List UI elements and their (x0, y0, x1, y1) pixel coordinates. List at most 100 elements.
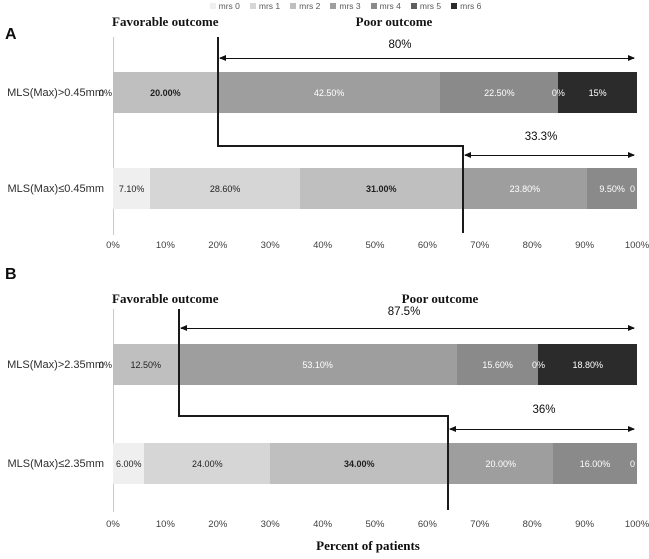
legend-swatch-mrs-4-icon (370, 3, 377, 9)
legend-item: mrs 1 (249, 1, 281, 11)
panel-letter-b: B (5, 266, 17, 283)
x-tick-label: 10% (155, 240, 175, 251)
bar-segment: 9.50% (587, 168, 637, 209)
outcome-divider-vertical-2 (447, 415, 450, 510)
bar-segment-label: 22.50% (484, 87, 515, 98)
x-tick-label: 40% (313, 240, 333, 251)
bar-segment: 15.60% (456, 344, 539, 385)
bar-segment-label: 20.00% (485, 458, 516, 469)
range-arrow (218, 54, 636, 61)
x-tick-label: 20% (208, 240, 228, 251)
bar-segment-label: 31.00% (366, 183, 397, 194)
bar-segment: 53.10% (178, 344, 457, 385)
x-tick-label: 90% (575, 240, 595, 251)
row-label: MLS(Max)>0.45mm (7, 86, 104, 99)
stacked-bar: 12.50% 53.10% 15.60% 18.80% (113, 344, 637, 385)
row-label: MLS(Max)≤0.45mm (7, 182, 105, 195)
bar-segment: 16.00% (553, 443, 637, 484)
bar-segment: 15% (558, 72, 637, 113)
stacked-bar: 20.00% 42.50% 22.50% 15% (113, 72, 637, 113)
legend-item: mrs 6 (451, 1, 481, 11)
legend-item: mrs 5 (410, 1, 442, 11)
x-tick-label: 40% (313, 519, 333, 530)
x-axis-title: Percent of patients (316, 538, 420, 553)
bar-segment-label: 34.00% (344, 458, 375, 469)
range-arrow (463, 151, 636, 158)
bar-segment: 20.00% (448, 443, 554, 484)
legend-swatch-mrs-1-icon (249, 3, 256, 9)
bar-segment-label: 20.00% (150, 87, 181, 98)
legend-item-label: mrs 1 (258, 1, 281, 11)
x-tick-label: 10% (155, 519, 175, 530)
legend-swatch-mrs-2-icon (290, 3, 297, 9)
legend-item: mrs 3 (330, 1, 361, 11)
x-tick-label: 0% (106, 240, 120, 251)
x-tick-label: 80% (522, 519, 542, 530)
legend-swatch-mrs-3-icon (330, 3, 337, 9)
x-tick-label: 60% (417, 519, 437, 530)
x-tick-label: 20% (208, 519, 228, 530)
panel-letter-a: A (5, 26, 17, 43)
bar-segment: 28.60% (150, 168, 301, 209)
range-annotation: 33.3% (524, 131, 558, 143)
legend-item: mrs 4 (370, 1, 401, 11)
bar-segment-label: 15.60% (482, 359, 513, 370)
range-arrow (449, 425, 635, 432)
bar-segment: 23.80% (462, 168, 588, 209)
legend-swatch-mrs-5-icon (410, 3, 417, 9)
bar-segment-label: 9.50% (599, 183, 625, 194)
x-tick-label: 60% (417, 240, 437, 251)
x-tick-label: 70% (470, 240, 490, 251)
zero-percent-label: 0% (551, 87, 565, 98)
outcome-divider-horizontal (177, 415, 450, 417)
stacked-bar: 7.10% 28.60% 31.00% 23.80% 9.50% (113, 168, 637, 209)
x-tick-label: 100% (624, 519, 649, 530)
bar-segment-label: 18.80% (572, 359, 603, 370)
x-tick-label: 50% (365, 519, 385, 530)
bar-segment: 20.00% (113, 72, 218, 113)
bar-segment: 6.00% (113, 443, 145, 484)
bar-segment: 24.00% (144, 443, 271, 484)
zero-percent-label: 0% (98, 359, 112, 370)
bar-segment-label: 15% (588, 87, 607, 98)
range-annotation: 36% (532, 404, 556, 416)
bar-segment-label: 24.00% (192, 458, 223, 469)
x-tick-label: 0% (106, 519, 120, 530)
bar-segment-label: 28.60% (209, 183, 241, 194)
bar-segment-label: 16.00% (579, 458, 611, 469)
legend-item: mrs 2 (290, 1, 320, 11)
outcome-divider-vertical-1 (216, 37, 219, 147)
bar-segment: 34.00% (270, 443, 449, 484)
row-label: MLS(Max)≤2.35mm (7, 457, 105, 470)
legend-item-label: mrs 5 (419, 1, 442, 11)
outcome-divider-vertical-1 (177, 309, 180, 417)
range-annotation: 87.5% (387, 306, 421, 318)
bar-segment: 12.50% (113, 344, 179, 385)
poor-outcome-header-b: Poor outcome (401, 291, 479, 306)
x-tick-label: 50% (365, 240, 385, 251)
legend: mrs 0 mrs 1 mrs 2 mrs 3 mrs 4 mrs 5 mrs 6 (42, 1, 649, 11)
bar-segment: 42.50% (217, 72, 441, 113)
x-tick-label: 30% (260, 240, 280, 251)
bar-segment-label: 6.00% (115, 458, 142, 469)
legend-item-label: mrs 6 (460, 1, 482, 11)
legend-swatch-mrs-0-icon (209, 3, 216, 9)
range-annotation: 80% (388, 39, 412, 51)
bar-segment-label: 42.50% (313, 87, 345, 98)
x-tick-label: 30% (260, 519, 280, 530)
bar-segment-label: 12.50% (130, 359, 162, 370)
favorable-outcome-header-b: Favorable outcome (112, 291, 219, 306)
bar-segment: 7.10% (113, 168, 151, 209)
y-axis-line (113, 37, 114, 235)
y-axis-line (113, 309, 114, 512)
range-arrow (179, 324, 635, 331)
legend-item-label: mrs 3 (339, 1, 361, 11)
row-label: MLS(Max)>2.35mm (7, 358, 104, 371)
poor-outcome-header-a: Poor outcome (355, 14, 433, 29)
bar-segment: 18.80% (538, 344, 637, 385)
legend-swatch-mrs-6-icon (451, 3, 458, 9)
bar-segment: 31.00% (300, 168, 463, 209)
zero-percent-label: 0 (629, 458, 635, 469)
zero-percent-label: 0% (98, 87, 112, 98)
